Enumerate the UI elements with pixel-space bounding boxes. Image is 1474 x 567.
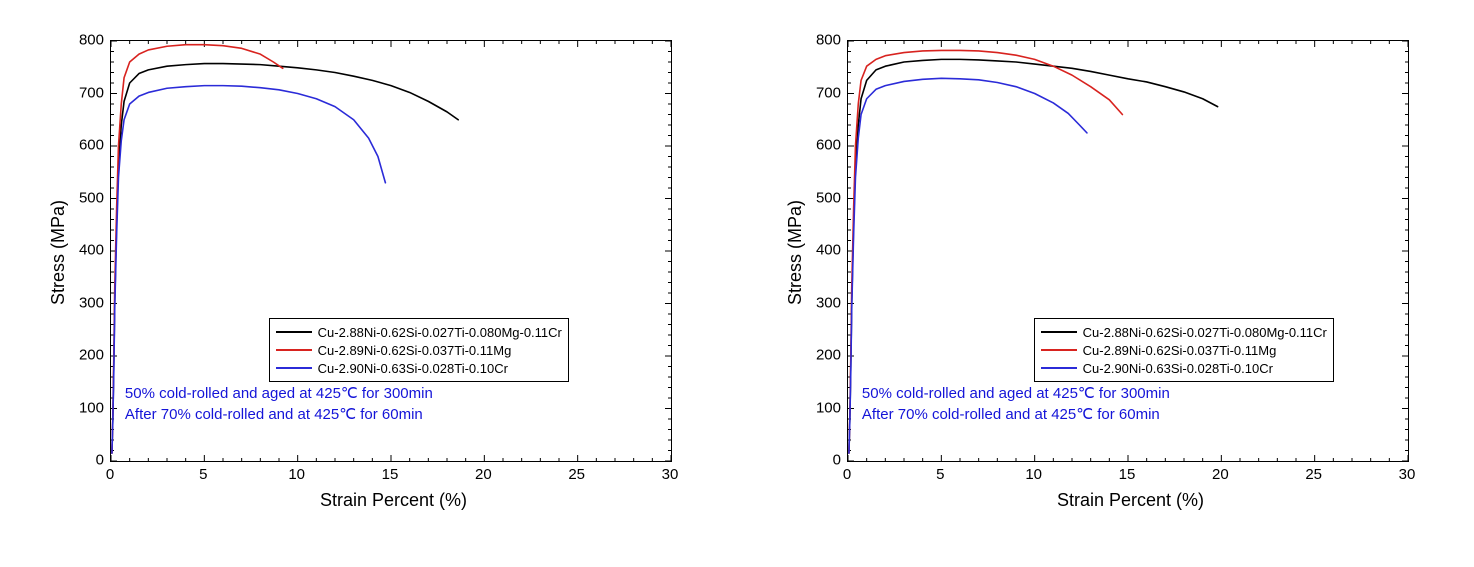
x-tick-label: 0 <box>843 466 851 483</box>
legend-line-icon <box>276 367 312 369</box>
legend-item: Cu-2.89Ni-0.62Si-0.037Ti-0.11Mg <box>1041 341 1327 359</box>
chart-panel-left: 0510152025300100200300400500600700800Str… <box>0 0 737 567</box>
legend-label: Cu-2.90Ni-0.63Si-0.028Ti-0.10Cr <box>318 361 508 376</box>
legend-label: Cu-2.88Ni-0.62Si-0.027Ti-0.080Mg-0.11Cr <box>1083 325 1327 340</box>
legend-item: Cu-2.90Ni-0.63Si-0.028Ti-0.10Cr <box>276 359 562 377</box>
y-tick-label: 100 <box>807 399 841 416</box>
annotation-0: 50% cold-rolled and aged at 425℃ for 300… <box>862 384 1170 402</box>
x-tick-label: 25 <box>568 466 585 483</box>
chart-panel-right: 0510152025300100200300400500600700800Str… <box>737 0 1474 567</box>
page: 0510152025300100200300400500600700800Str… <box>0 0 1474 567</box>
y-tick-label: 700 <box>807 84 841 101</box>
x-tick-label: 5 <box>199 466 207 483</box>
x-tick-label: 20 <box>1212 466 1229 483</box>
annotation-1: After 70% cold-rolled and at 425℃ for 60… <box>862 405 1160 423</box>
legend-line-icon <box>1041 331 1077 333</box>
legend-item: Cu-2.88Ni-0.62Si-0.027Ti-0.080Mg-0.11Cr <box>276 323 562 341</box>
y-axis-label: Stress (MPa) <box>48 200 69 305</box>
legend: Cu-2.88Ni-0.62Si-0.027Ti-0.080Mg-0.11Cr C… <box>1034 318 1334 382</box>
annotation-1: After 70% cold-rolled and at 425℃ for 60… <box>125 405 423 423</box>
legend-label: Cu-2.89Ni-0.62Si-0.037Ti-0.11Mg <box>318 343 512 358</box>
y-tick-label: 0 <box>70 452 104 469</box>
y-tick-label: 600 <box>70 137 104 154</box>
x-tick-label: 15 <box>1119 466 1136 483</box>
y-tick-label: 200 <box>70 347 104 364</box>
y-tick-label: 600 <box>807 137 841 154</box>
legend-line-icon <box>276 349 312 351</box>
legend-line-icon <box>276 331 312 333</box>
legend-line-icon <box>1041 349 1077 351</box>
x-tick-label: 5 <box>936 466 944 483</box>
legend-item: Cu-2.90Ni-0.63Si-0.028Ti-0.10Cr <box>1041 359 1327 377</box>
y-tick-label: 400 <box>70 242 104 259</box>
x-tick-label: 10 <box>1025 466 1042 483</box>
x-tick-label: 20 <box>475 466 492 483</box>
x-tick-label: 25 <box>1305 466 1322 483</box>
y-tick-label: 800 <box>807 32 841 49</box>
y-tick-label: 800 <box>70 32 104 49</box>
legend-label: Cu-2.90Ni-0.63Si-0.028Ti-0.10Cr <box>1083 361 1273 376</box>
x-tick-label: 30 <box>662 466 679 483</box>
legend-item: Cu-2.89Ni-0.62Si-0.037Ti-0.11Mg <box>276 341 562 359</box>
legend-label: Cu-2.88Ni-0.62Si-0.027Ti-0.080Mg-0.11Cr <box>318 325 562 340</box>
legend-line-icon <box>1041 367 1077 369</box>
legend-label: Cu-2.89Ni-0.62Si-0.037Ti-0.11Mg <box>1083 343 1277 358</box>
y-tick-label: 200 <box>807 347 841 364</box>
y-tick-label: 700 <box>70 84 104 101</box>
y-tick-label: 400 <box>807 242 841 259</box>
y-tick-label: 300 <box>70 294 104 311</box>
y-tick-label: 100 <box>70 399 104 416</box>
legend-item: Cu-2.88Ni-0.62Si-0.027Ti-0.080Mg-0.11Cr <box>1041 323 1327 341</box>
x-tick-label: 0 <box>106 466 114 483</box>
x-axis-label: Strain Percent (%) <box>320 490 467 511</box>
y-axis-label: Stress (MPa) <box>785 200 806 305</box>
y-tick-label: 500 <box>70 189 104 206</box>
x-axis-label: Strain Percent (%) <box>1057 490 1204 511</box>
x-tick-label: 10 <box>288 466 305 483</box>
legend: Cu-2.88Ni-0.62Si-0.027Ti-0.080Mg-0.11Cr C… <box>269 318 569 382</box>
x-tick-label: 30 <box>1399 466 1416 483</box>
x-tick-label: 15 <box>382 466 399 483</box>
annotation-0: 50% cold-rolled and aged at 425℃ for 300… <box>125 384 433 402</box>
y-tick-label: 0 <box>807 452 841 469</box>
y-tick-label: 500 <box>807 189 841 206</box>
y-tick-label: 300 <box>807 294 841 311</box>
